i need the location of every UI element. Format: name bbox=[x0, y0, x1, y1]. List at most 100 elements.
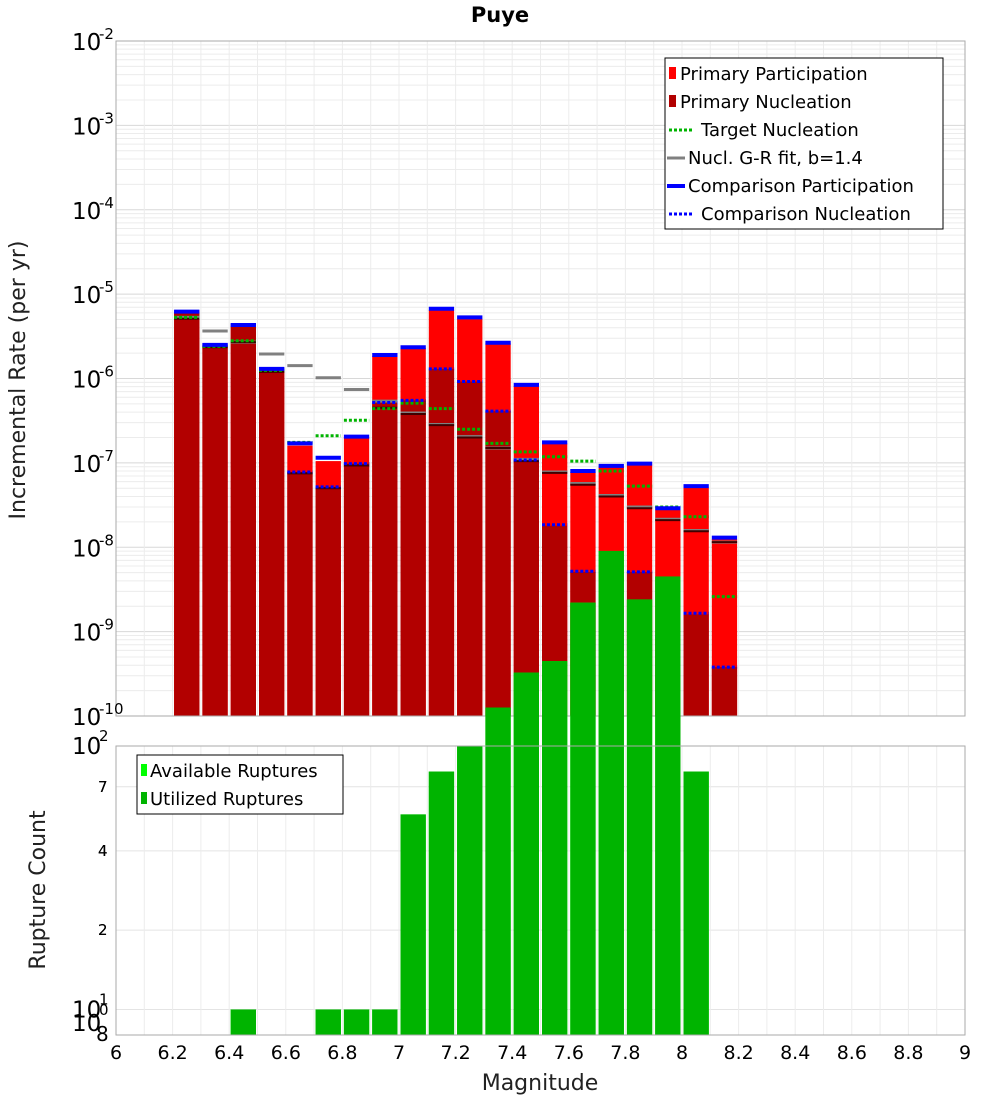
y-tick-exponent: 2 bbox=[99, 727, 109, 745]
y-tick-exponent: 1 bbox=[99, 990, 109, 1008]
x-tick-label: 9 bbox=[959, 1042, 971, 1064]
y-minor-tick-label: 7 bbox=[98, 778, 108, 796]
utilized-ruptures-bar bbox=[428, 771, 455, 1035]
y-tick-exponent: -9 bbox=[99, 616, 114, 634]
x-tick-label: 6.2 bbox=[157, 1042, 187, 1064]
x-tick-labels: 6 6.2 6.4 6.6 6.8 7 7.2 7.4 7.6 7.8 8 8.2 8.4 8.6 8.8 9 bbox=[110, 1042, 971, 1064]
nucleation-bar bbox=[230, 325, 256, 716]
legend-swatch-primary-nucleation bbox=[669, 95, 676, 107]
y-tick-label: 10 bbox=[72, 734, 101, 760]
x-tick-label: 7 bbox=[393, 1042, 405, 1064]
x-tick-label: 8.6 bbox=[837, 1042, 867, 1064]
utilized-ruptures-bar bbox=[655, 576, 681, 1035]
y-minor-tick-label: 2 bbox=[98, 921, 108, 939]
y-tick-label: 10 bbox=[72, 114, 101, 140]
utilized-ruptures-bar bbox=[315, 1009, 341, 1035]
utilized-ruptures-bar bbox=[626, 599, 653, 1035]
y-tick-label: 10 bbox=[72, 30, 101, 56]
nucleation-bar bbox=[287, 471, 313, 716]
x-tick-label: 7.6 bbox=[554, 1042, 584, 1064]
legend-label-gr-fit: Nucl. G-R fit, b=1.4 bbox=[688, 148, 863, 169]
x-tick-label: 6.6 bbox=[271, 1042, 301, 1064]
y-tick-label: 10 bbox=[72, 997, 101, 1023]
utilized-ruptures-bar bbox=[485, 707, 511, 1035]
y-tick-label: 10 bbox=[72, 283, 101, 309]
legend-label-utilized-ruptures: Utilized Ruptures bbox=[150, 789, 303, 810]
utilized-ruptures-bar bbox=[457, 746, 483, 1035]
chart-title: Puye bbox=[471, 3, 529, 27]
y-tick-label: 10 bbox=[72, 452, 101, 478]
x-tick-label: 8.2 bbox=[723, 1042, 753, 1064]
x-tick-label: 6.4 bbox=[214, 1042, 244, 1064]
y-tick-exponent: -5 bbox=[99, 278, 114, 296]
legend-swatch-primary-participation bbox=[669, 67, 676, 79]
nucleation-bar bbox=[343, 463, 370, 716]
y-tick-exponent: -4 bbox=[99, 194, 114, 212]
y-tick-label: 10 bbox=[72, 1011, 101, 1037]
nucleation-bar bbox=[428, 368, 455, 716]
y-tick-label: 10 bbox=[72, 199, 101, 225]
x-tick-label: 8.8 bbox=[893, 1042, 923, 1064]
bottom-legend: Available Ruptures Utilized Ruptures bbox=[136, 754, 344, 815]
y-tick-exponent: -7 bbox=[99, 447, 114, 465]
nucleation-bar bbox=[174, 312, 200, 716]
top-plot-border bbox=[115, 40, 966, 717]
y-minor-tick-label: 4 bbox=[98, 842, 108, 860]
y-tick-label: 10 bbox=[72, 621, 101, 647]
legend-label-target-nucleation: Target Nucleation bbox=[700, 120, 859, 141]
y-minor-tick-label: 4 bbox=[98, 842, 108, 860]
nucleation-bar bbox=[315, 486, 341, 716]
nucleation-bar bbox=[485, 411, 511, 716]
x-tick-label: 6 bbox=[110, 1042, 122, 1064]
utilized-ruptures-bar bbox=[372, 1009, 398, 1035]
y-minor-tick-label: 7 bbox=[98, 778, 108, 796]
y-tick-label: 10 bbox=[72, 705, 101, 731]
nucleation-bar bbox=[259, 370, 285, 716]
top-legend: Primary Participation Primary Nucleation… bbox=[664, 57, 944, 230]
legend-label-comparison-nucleation: Comparison Nucleation bbox=[701, 204, 911, 225]
legend-swatch-utilized-ruptures bbox=[141, 792, 147, 804]
utilized-ruptures-bar bbox=[343, 1009, 370, 1035]
bottom-plot-border bbox=[115, 745, 966, 1036]
y-tick-exponent: -3 bbox=[99, 109, 114, 127]
nucleation-bar bbox=[202, 346, 228, 716]
legend-label-primary-participation: Primary Participation bbox=[680, 64, 868, 85]
nucleation-bar bbox=[711, 667, 738, 716]
top-legend-box bbox=[664, 57, 944, 230]
top-lines bbox=[174, 306, 738, 669]
x-tick-label: 6.8 bbox=[327, 1042, 357, 1064]
y-tick-label: 10 bbox=[72, 368, 101, 394]
bottom-legend-box bbox=[136, 754, 344, 815]
bottom-y-axis-title: Rupture Count bbox=[26, 810, 51, 970]
y-tick-label: 10 bbox=[72, 536, 101, 562]
x-tick-label: 7.4 bbox=[497, 1042, 527, 1064]
legend-label-comparison-participation: Comparison Participation bbox=[688, 176, 914, 197]
y-tick-exponent: -8 bbox=[99, 531, 114, 549]
x-tick-label: 8.4 bbox=[780, 1042, 810, 1064]
legend-label-available-ruptures: Available Ruptures bbox=[150, 761, 318, 782]
nucleation-bar bbox=[683, 614, 709, 716]
bottom-bars bbox=[230, 550, 709, 1035]
x-tick-label: 8 bbox=[676, 1042, 688, 1064]
y-tick-exponent: -6 bbox=[99, 363, 114, 381]
legend-swatch-available-ruptures bbox=[141, 764, 147, 776]
y-tick-exponent: -2 bbox=[99, 25, 114, 43]
y-minor-tick-label: 2 bbox=[98, 921, 108, 939]
y-tick-exponent: 0 bbox=[99, 1001, 109, 1019]
utilized-ruptures-bar bbox=[570, 602, 596, 1035]
utilized-ruptures-bar bbox=[513, 672, 539, 1035]
utilized-ruptures-bar bbox=[400, 814, 426, 1035]
nucleation-bar bbox=[372, 402, 398, 716]
y-minor-tick-label: 8 bbox=[96, 1022, 109, 1046]
nucleation-bar bbox=[457, 381, 483, 716]
x-tick-label: 7.2 bbox=[440, 1042, 470, 1064]
legend-label-primary-nucleation: Primary Nucleation bbox=[680, 92, 852, 113]
top-y-axis-title: Incremental Rate (per yr) bbox=[6, 241, 31, 520]
utilized-ruptures-bar bbox=[230, 1009, 256, 1035]
x-tick-label: 7.8 bbox=[610, 1042, 640, 1064]
utilized-ruptures-bar bbox=[598, 550, 624, 1035]
utilized-ruptures-bar bbox=[683, 771, 709, 1035]
